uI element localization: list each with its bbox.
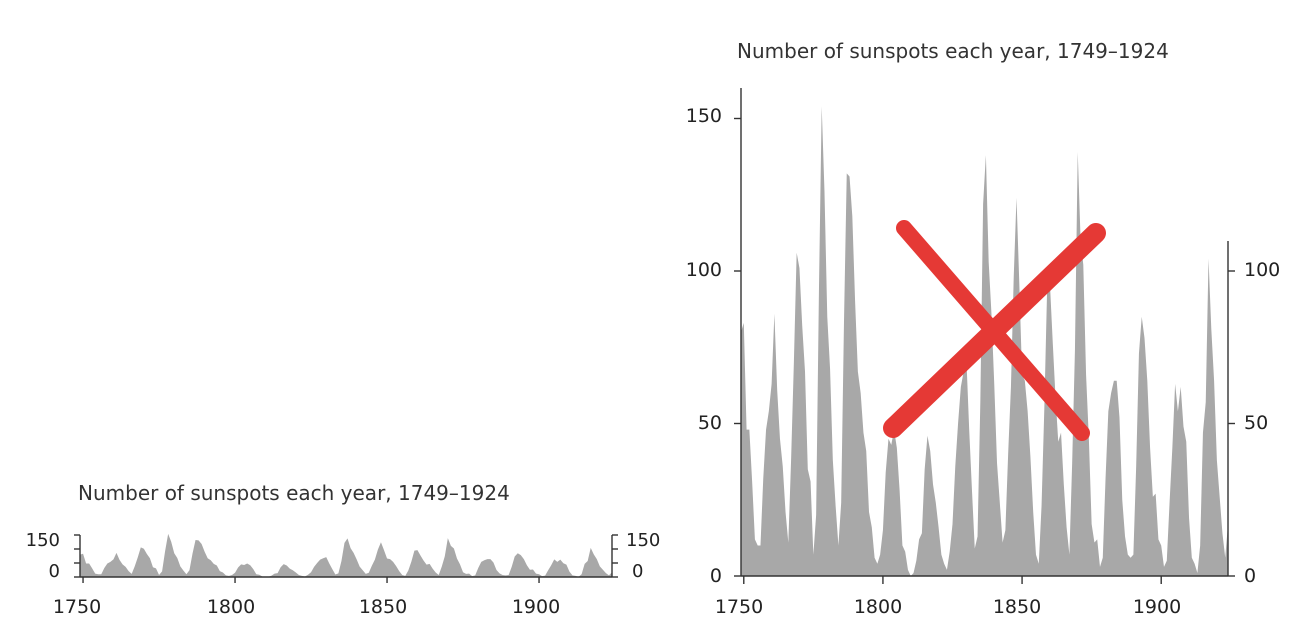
large-chart-xtick-label-1750: 1750 — [715, 596, 763, 618]
small-chart: Number of sunspots each year, 1749–1924 … — [26, 481, 661, 618]
small-chart-ytick-label-left-0: 0 — [49, 561, 60, 582]
large-chart-ytick-label-left-100: 100 — [686, 259, 722, 281]
large-chart-ytick-label-right-50: 50 — [1244, 412, 1268, 434]
large-chart-ytick-label-right-100: 100 — [1244, 259, 1280, 281]
small-chart-xtick-label-1750: 1750 — [53, 596, 101, 618]
small-chart-ytick-label-right-150: 150 — [626, 530, 660, 551]
small-chart-y-ticks-right — [612, 534, 618, 578]
large-chart-y-ticks-right — [1228, 270, 1235, 577]
small-chart-xtick-label-1800: 1800 — [207, 596, 255, 618]
large-chart-xtick-label-1900: 1900 — [1133, 596, 1181, 618]
small-chart-ytick-label-right-0: 0 — [632, 561, 643, 582]
large-chart-ytick-label-right-0: 0 — [1244, 565, 1256, 587]
small-chart-xtick-label-1900: 1900 — [512, 596, 560, 618]
large-chart-y-ticks-left — [734, 117, 741, 577]
large-chart-title: Number of sunspots each year, 1749–1924 — [737, 39, 1169, 63]
red-cross-mark — [883, 220, 1106, 441]
red-cross-stroke-b — [883, 223, 1106, 438]
large-chart-xtick-label-1800: 1800 — [854, 596, 902, 618]
large-chart-x-ticks — [743, 576, 1162, 584]
small-chart-area-series — [80, 533, 612, 577]
small-chart-title: Number of sunspots each year, 1749–1924 — [78, 481, 510, 505]
large-chart-ytick-label-left-0: 0 — [710, 565, 722, 587]
small-chart-y-ticks-left — [74, 534, 80, 578]
large-chart-ytick-label-left-150: 150 — [686, 105, 722, 127]
small-chart-ytick-label-left-150: 150 — [26, 530, 60, 551]
small-chart-x-ticks — [82, 577, 540, 583]
large-chart-ytick-label-left-50: 50 — [698, 412, 722, 434]
large-chart-xtick-label-1850: 1850 — [993, 596, 1041, 618]
small-chart-xtick-label-1850: 1850 — [359, 596, 407, 618]
